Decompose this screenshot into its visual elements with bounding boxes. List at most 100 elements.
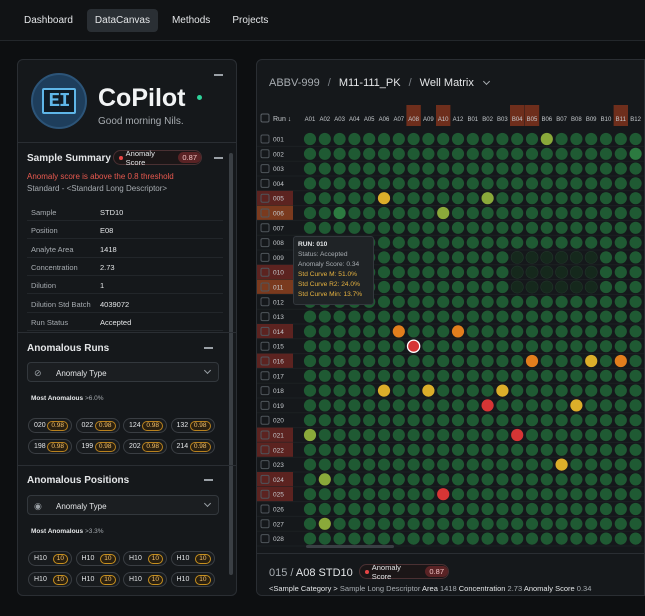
column-header[interactable]: B07 xyxy=(556,117,567,123)
well-017-A12[interactable] xyxy=(451,369,465,382)
well-001-B05[interactable] xyxy=(525,132,539,146)
well-003-B04[interactable] xyxy=(511,162,524,175)
tab-dashboard[interactable]: Dashboard xyxy=(24,14,73,26)
well-021-B10[interactable] xyxy=(599,428,613,442)
well-005-B03[interactable] xyxy=(496,192,509,205)
column-header[interactable]: B03 xyxy=(497,117,508,123)
well-006-B11[interactable] xyxy=(614,206,627,220)
well-004-B11[interactable] xyxy=(614,177,627,190)
well-002-B12[interactable] xyxy=(629,147,642,160)
well-008-B08[interactable] xyxy=(570,236,583,249)
well-008-B07[interactable] xyxy=(555,236,568,249)
well-027-A03[interactable] xyxy=(333,517,346,530)
well-024-A06[interactable] xyxy=(377,473,391,486)
well-016-A10[interactable] xyxy=(437,354,450,368)
well-018-A06[interactable] xyxy=(377,384,391,397)
well-026-A06[interactable] xyxy=(377,502,391,516)
well-021-B09[interactable] xyxy=(585,428,598,442)
well-021-B03[interactable] xyxy=(496,428,509,442)
well-005-B01[interactable] xyxy=(466,192,479,205)
well-002-B08[interactable] xyxy=(570,147,583,160)
well-014-B10[interactable] xyxy=(599,325,613,338)
well-004-B12[interactable] xyxy=(629,177,642,190)
well-024-A07[interactable] xyxy=(392,473,405,486)
well-014-B06[interactable] xyxy=(540,325,553,338)
well-015-B01[interactable] xyxy=(466,340,479,353)
well-005-A03[interactable] xyxy=(333,192,346,205)
well-024-B08[interactable] xyxy=(570,473,583,486)
position-chip[interactable]: H10 10 xyxy=(123,572,167,587)
well-017-A09[interactable] xyxy=(422,369,435,382)
row-checkbox[interactable] xyxy=(260,149,270,159)
well-027-B10[interactable] xyxy=(599,517,613,530)
well-018-A12[interactable] xyxy=(451,384,465,397)
run-chip[interactable]: 022 0.98 xyxy=(75,418,120,433)
well-020-B12[interactable] xyxy=(629,414,642,427)
well-008-B06[interactable] xyxy=(540,236,553,249)
well-018-B02[interactable] xyxy=(481,384,494,397)
well-022-A05[interactable] xyxy=(363,443,376,456)
well-022-A01[interactable] xyxy=(303,443,317,456)
well-025-A01[interactable] xyxy=(303,488,317,501)
well-002-A12[interactable] xyxy=(451,147,465,160)
well-004-B05[interactable] xyxy=(525,177,539,190)
well-026-B09[interactable] xyxy=(585,502,598,516)
well-023-A09[interactable] xyxy=(422,458,435,471)
well-001-A03[interactable] xyxy=(333,132,346,146)
well-023-A10[interactable] xyxy=(437,458,450,471)
run-chip[interactable]: 202 0.98 xyxy=(123,439,167,454)
well-020-A09[interactable] xyxy=(422,414,435,427)
well-009-B04[interactable] xyxy=(510,250,524,264)
well-024-A02[interactable] xyxy=(318,473,331,486)
well-022-A12[interactable] xyxy=(451,443,465,456)
well-012-A12[interactable] xyxy=(451,295,465,308)
well-017-B08[interactable] xyxy=(570,369,583,382)
chevron-down-icon[interactable] xyxy=(482,77,490,86)
well-024-A04[interactable] xyxy=(348,473,361,486)
well-024-A03[interactable] xyxy=(333,473,346,486)
well-011-B12[interactable] xyxy=(629,280,642,294)
well-016-B03[interactable] xyxy=(496,354,509,368)
well-016-B10[interactable] xyxy=(599,354,613,368)
well-004-B08[interactable] xyxy=(570,177,583,190)
well-022-A02[interactable] xyxy=(318,443,331,456)
well-020-B02[interactable] xyxy=(481,414,494,427)
well-020-B11[interactable] xyxy=(614,414,627,427)
well-013-B03[interactable] xyxy=(496,310,509,323)
well-013-A10[interactable] xyxy=(437,310,450,323)
well-001-A05[interactable] xyxy=(363,132,376,146)
well-009-A07[interactable] xyxy=(392,251,405,264)
well-010-B04[interactable] xyxy=(510,265,524,279)
row-checkbox[interactable] xyxy=(260,208,270,218)
well-014-A04[interactable] xyxy=(348,325,361,338)
horizontal-scrollbar[interactable] xyxy=(306,545,394,548)
well-020-B04[interactable] xyxy=(511,414,524,427)
well-014-B09[interactable] xyxy=(585,325,598,338)
well-002-B06[interactable] xyxy=(540,147,553,160)
well-020-A03[interactable] xyxy=(333,414,346,427)
well-015-B07[interactable] xyxy=(555,340,568,353)
well-016-A05[interactable] xyxy=(363,354,376,368)
well-007-A03[interactable] xyxy=(333,221,346,234)
well-011-A07[interactable] xyxy=(392,280,405,294)
well-002-B04[interactable] xyxy=(511,147,524,160)
well-001-B03[interactable] xyxy=(496,132,509,146)
well-028-A02[interactable] xyxy=(318,532,331,545)
tab-projects[interactable]: Projects xyxy=(232,14,269,26)
well-009-B01[interactable] xyxy=(466,251,479,264)
run-chip[interactable]: 214 0.98 xyxy=(170,439,215,454)
row-checkbox[interactable] xyxy=(260,223,270,233)
well-016-A04[interactable] xyxy=(348,354,361,368)
well-002-A02[interactable] xyxy=(318,147,331,160)
well-026-B03[interactable] xyxy=(496,502,509,516)
well-008-A10[interactable] xyxy=(437,236,450,249)
well-008-A09[interactable] xyxy=(422,236,435,249)
well-015-B08[interactable] xyxy=(570,340,583,353)
well-025-A09[interactable] xyxy=(422,488,435,501)
well-028-B03[interactable] xyxy=(496,532,509,545)
well-004-B01[interactable] xyxy=(466,177,479,190)
well-012-B05[interactable] xyxy=(525,295,539,308)
well-012-A10[interactable] xyxy=(437,295,450,308)
well-010-B02[interactable] xyxy=(481,266,494,279)
well-001-B10[interactable] xyxy=(599,132,613,146)
